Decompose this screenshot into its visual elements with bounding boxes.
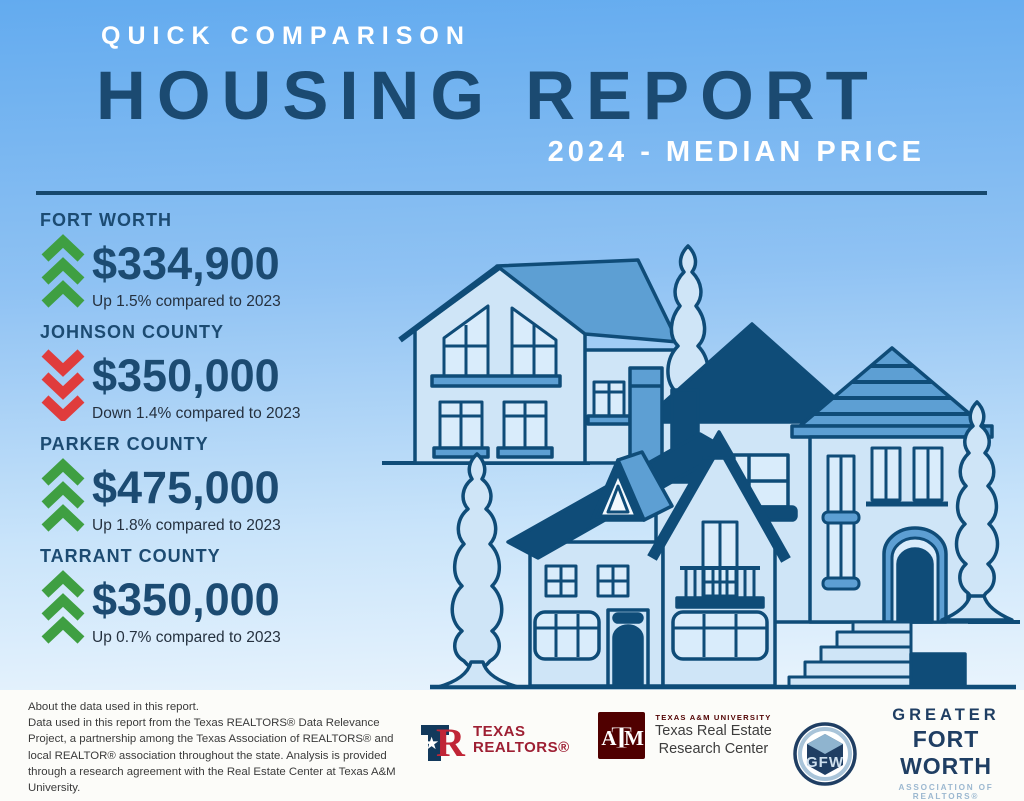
about-heading: About the data used in this report. [28, 701, 199, 713]
svg-text:★: ★ [424, 734, 439, 753]
tamu-mark-icon: A M T [598, 712, 645, 759]
gfw-line2: FORT WORTH [900, 726, 992, 779]
texas-realtors-line2: REALTORS® [473, 739, 570, 756]
median-price: $334,900 [92, 238, 280, 289]
report-kicker: QUICK COMPARISON [101, 22, 471, 50]
median-price: $350,000 [92, 350, 280, 401]
yoy-caption: Down 1.4% compared to 2023 [92, 405, 301, 422]
header-divider [36, 191, 987, 195]
texas-realtors-mark-icon: R ★ [421, 720, 466, 762]
median-price: $350,000 [92, 574, 280, 625]
stat-parker-county: PARKER COUNTY $475,000 Up 1.8% compared … [40, 434, 385, 535]
county-label: PARKER COUNTY [40, 434, 209, 454]
trend-arrows-icon [41, 570, 85, 644]
county-label: TARRANT COUNTY [40, 546, 221, 566]
yoy-caption: Up 0.7% compared to 2023 [92, 629, 281, 646]
houses-illustration [382, 244, 1020, 690]
left-tree [436, 452, 520, 689]
stat-fort-worth: FORT WORTH $334,900 Up 1.5% compared to … [40, 210, 385, 311]
county-label: JOHNSON COUNTY [40, 322, 225, 342]
trend-arrows-icon [41, 349, 85, 421]
gfw-association-logo: GFW GREATER FORT WORTH ASSOCIATION OF RE… [792, 706, 1024, 801]
right-tree [940, 400, 1014, 622]
tamu-line2: Research Center [658, 741, 769, 757]
texas-realtors-line1: TEXAS [473, 723, 526, 741]
svg-text:A: A [601, 726, 617, 750]
stats-column: FORT WORTH $334,900 Up 1.5% compared to … [40, 210, 385, 658]
gfw-mark-icon: GFW [793, 721, 857, 786]
svg-text:R: R [436, 720, 466, 762]
texas-realtors-logo: R ★ TEXAS REALTORS® [419, 718, 570, 762]
report-subtitle: 2024 - MEDIAN PRICE [547, 136, 925, 168]
yoy-caption: Up 1.5% compared to 2023 [92, 293, 281, 310]
county-label: FORT WORTH [40, 210, 172, 230]
gfw-line3: ASSOCIATION OF REALTORS® [898, 783, 994, 801]
stat-johnson-county: JOHNSON COUNTY $350,000 Down 1.4% compar… [40, 322, 385, 423]
yoy-caption: Up 1.8% compared to 2023 [92, 517, 281, 534]
svg-text:GFW: GFW [806, 754, 844, 771]
tamu-research-center-logo: A M T TEXAS A&M UNIVERSITY Texas Real Es… [598, 712, 772, 759]
trend-arrows-icon [41, 234, 85, 308]
foreground-house [506, 430, 791, 688]
about-body: Data used in this report from the Texas … [28, 717, 396, 794]
about-data-text: About the data used in this report. Data… [28, 699, 404, 796]
gfw-line1: GREATER [892, 706, 1000, 724]
tamu-line1: Texas Real Estate [655, 722, 772, 739]
svg-text:T: T [611, 719, 632, 755]
right-house [787, 346, 1020, 689]
median-price: $475,000 [92, 462, 280, 513]
trend-arrows-icon [41, 458, 85, 532]
svg-text:M: M [624, 726, 644, 750]
tamu-university-label: TEXAS A&M UNIVERSITY [655, 712, 772, 722]
page-title: HOUSING REPORT [96, 57, 879, 134]
stat-tarrant-county: TARRANT COUNTY $350,000 Up 0.7% compared… [40, 546, 385, 647]
